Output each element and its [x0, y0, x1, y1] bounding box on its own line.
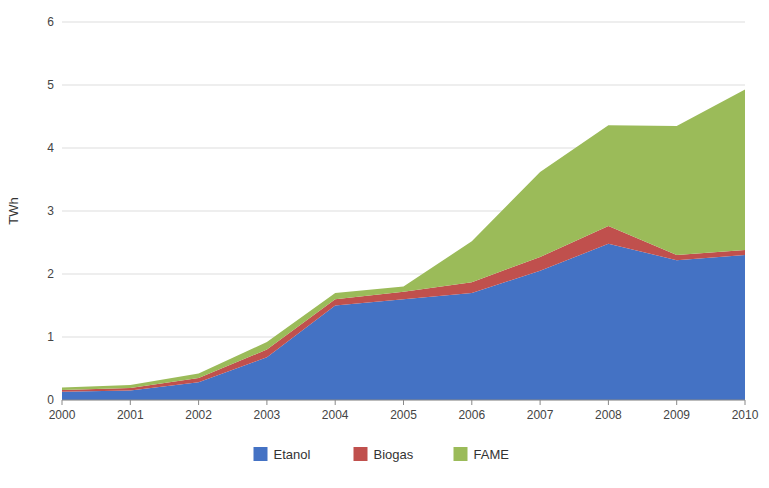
area: [62, 244, 745, 400]
y-tick-label: 3: [47, 204, 54, 218]
x-tick-label: 2001: [117, 408, 144, 422]
x-tick: [266, 400, 267, 405]
x-tick: [403, 400, 404, 405]
x-tick-label: 2002: [185, 408, 212, 422]
y-tick-label: 2: [47, 267, 54, 281]
grid-line: [62, 85, 745, 86]
legend-label: Biogas: [374, 447, 414, 462]
x-tick: [471, 400, 472, 405]
x-tick-label: 2007: [527, 408, 554, 422]
x-tick-label: 2009: [663, 408, 690, 422]
y-tick-label: 4: [47, 141, 54, 155]
x-tick-label: 2010: [732, 408, 759, 422]
x-tick: [745, 400, 746, 405]
x-tick-label: 2000: [49, 408, 76, 422]
y-tick-label: 1: [47, 330, 54, 344]
y-grid: 0 1 2 3 4 5 6: [47, 15, 745, 407]
chart-container: 0123456200020012002200320042005200620072…: [0, 0, 769, 488]
legend-swatch: [354, 447, 368, 461]
x-tick: [608, 400, 609, 405]
x-tick: [62, 400, 63, 405]
x-tick-label: 2006: [458, 408, 485, 422]
chart: 0123456200020012002200320042005200620072…: [0, 0, 769, 488]
area: [62, 89, 745, 390]
x-tick-label: 2008: [595, 408, 622, 422]
x-tick-label: 2004: [322, 408, 349, 422]
x-tick-label: 2003: [254, 408, 281, 422]
x-tick: [198, 400, 199, 405]
x-tick: [130, 400, 131, 405]
y-tick-label: 5: [47, 78, 54, 92]
area: [62, 226, 745, 392]
legend: Etanol Biogas FAME: [254, 447, 510, 462]
y-tick-label: 0: [47, 393, 54, 407]
x-tick-label: 2005: [390, 408, 417, 422]
y-tick-label: 6: [47, 15, 54, 29]
areas: [62, 89, 745, 400]
legend-swatch: [254, 447, 268, 461]
x-tick: [676, 400, 677, 405]
x-tick: [540, 400, 541, 405]
legend-label: Etanol: [274, 447, 311, 462]
x-axis: 2000 2001 2002 2003 2004 2005 2006 2007 2008 2009…: [49, 400, 759, 422]
y-axis-label: TWh: [6, 197, 21, 224]
legend-swatch: [454, 447, 468, 461]
legend-label: FAME: [474, 447, 510, 462]
x-tick: [335, 400, 336, 405]
grid-line: [62, 22, 745, 23]
